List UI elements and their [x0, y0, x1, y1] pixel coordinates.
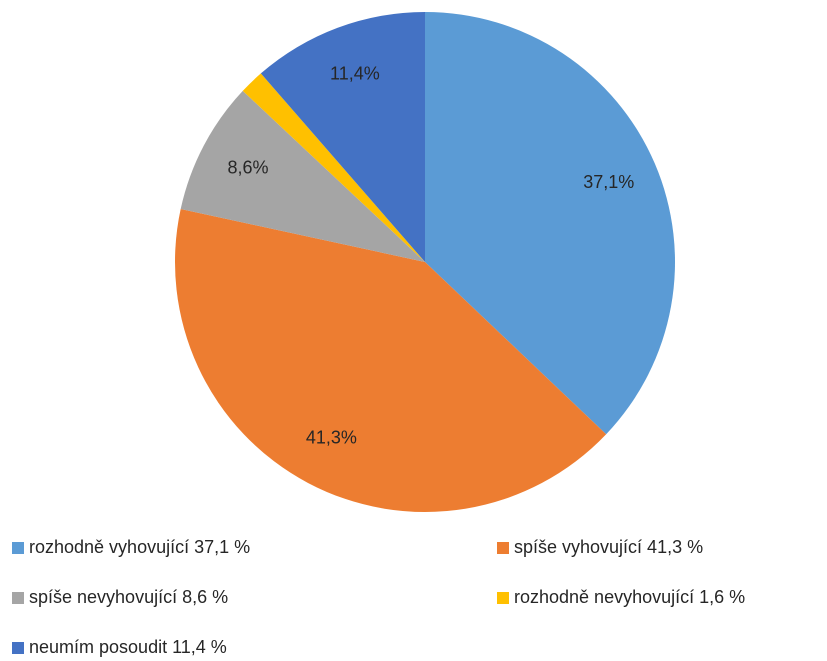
pie-slice — [174, 208, 607, 513]
legend-label: rozhodně vyhovující 37,1 % — [29, 537, 250, 557]
legend-swatch — [12, 542, 24, 554]
pie-slice — [180, 90, 425, 262]
data-label: 8,6% — [227, 158, 268, 178]
legend-label: neumím posoudit 11,4 % — [29, 637, 227, 657]
pie-slice — [425, 12, 676, 435]
legend-swatch — [12, 592, 24, 604]
legend-label: rozhodně nevyhovující 1,6 % — [514, 587, 745, 607]
data-label: 11,4% — [330, 63, 380, 83]
legend-swatch — [497, 542, 509, 554]
legend-label: spíše vyhovující 41,3 % — [514, 537, 703, 557]
legend-label: spíše nevyhovující 8,6 % — [29, 587, 228, 607]
legend-swatch — [12, 642, 24, 654]
pie-slice — [242, 73, 425, 262]
legend-swatch — [497, 592, 509, 604]
data-label: 41,3% — [306, 428, 357, 448]
pie-slice — [260, 12, 425, 262]
data-label: 37,1% — [583, 172, 634, 192]
